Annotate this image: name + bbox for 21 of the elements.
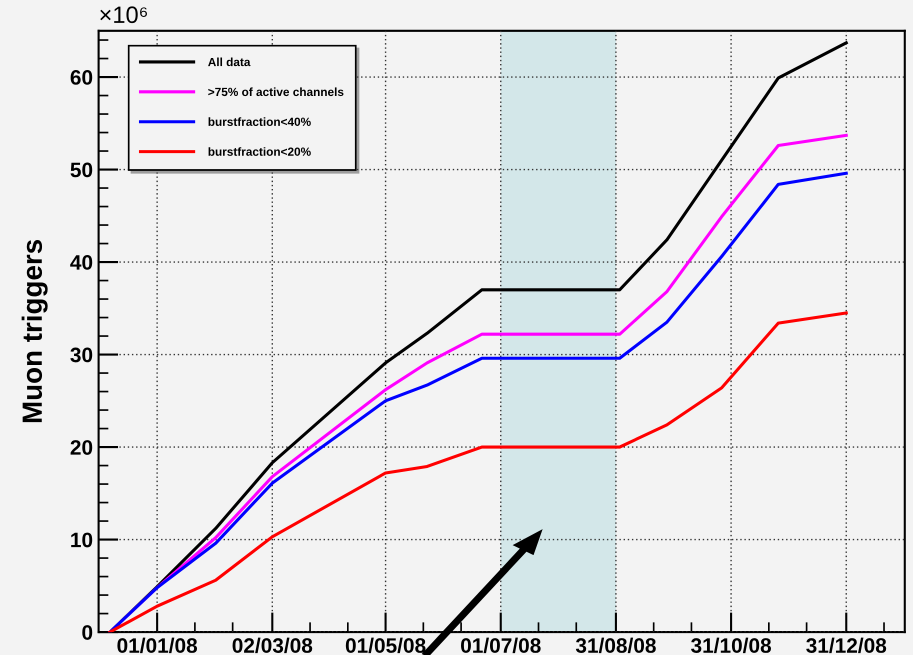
y-tick-label: 30 <box>70 348 92 362</box>
legend-label: >75% of active channels <box>208 87 344 96</box>
x-tick-label: 01/07/08 <box>461 638 541 654</box>
y-tick-label: 60 <box>70 70 92 85</box>
x-tick-label: 31/12/08 <box>806 638 886 654</box>
x-tick-label: 31/08/08 <box>576 638 656 654</box>
y-tick-label: 40 <box>70 255 92 270</box>
x-tick-label: 01/01/08 <box>117 638 198 654</box>
legend-label: burstfraction<20% <box>208 147 311 156</box>
text: ×10⁶ <box>100 6 147 24</box>
legend-label: All data <box>208 58 251 66</box>
x-tick-label: 02/03/08 <box>232 638 312 654</box>
y-tick-label: 50 <box>70 162 92 178</box>
x-tick-label: 01/05/08 <box>346 638 426 654</box>
y-tick-label: 0 <box>82 625 92 640</box>
legend-label: burstfraction<40% <box>208 117 311 126</box>
y-tick-label: 10 <box>71 532 92 548</box>
x-tick-label: 31/10/08 <box>691 638 771 654</box>
line-series <box>108 311 848 632</box>
y-axis-title: Muon triggers <box>22 240 48 422</box>
y-tick-label: 20 <box>70 440 92 455</box>
